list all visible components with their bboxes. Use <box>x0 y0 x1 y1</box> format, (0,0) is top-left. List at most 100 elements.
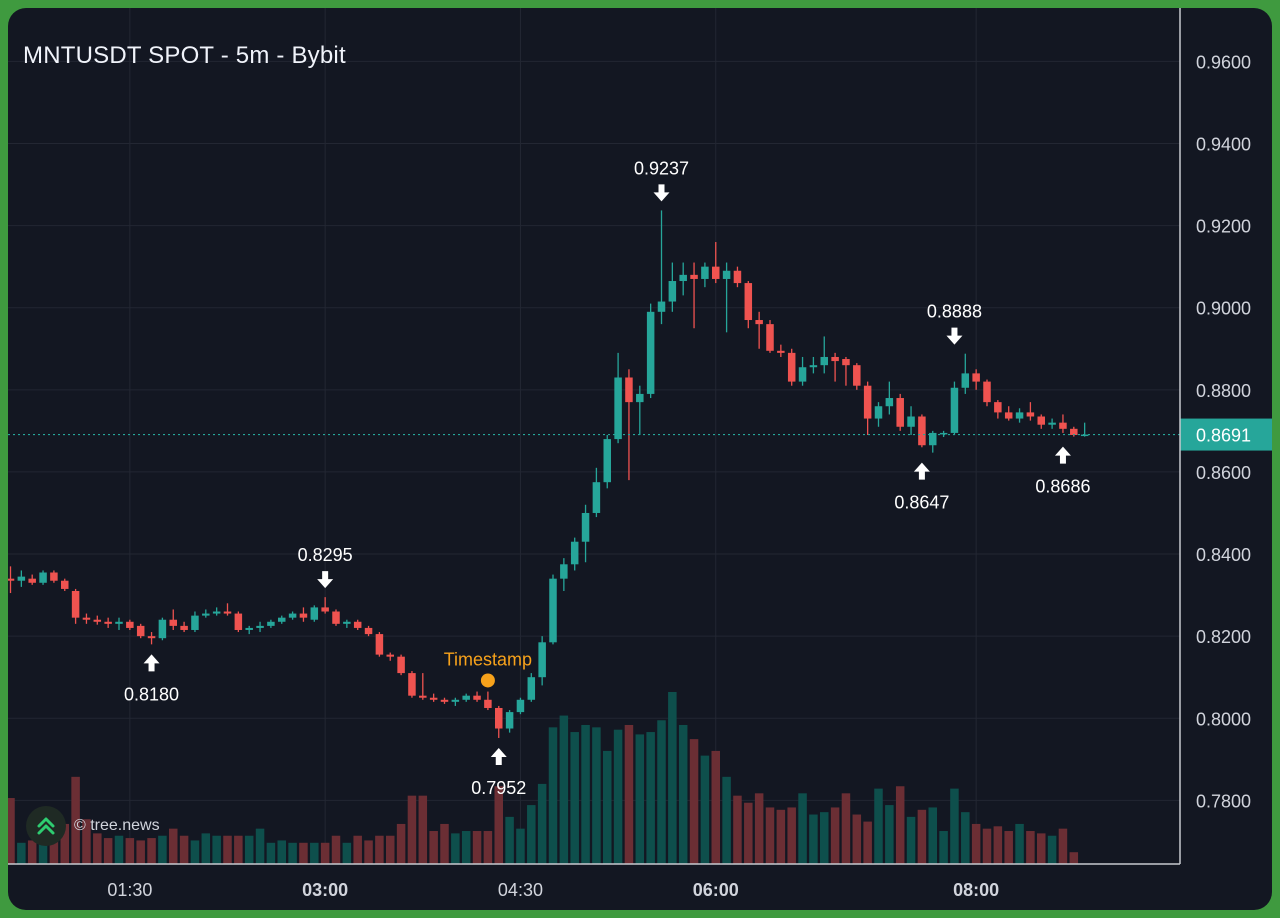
candle <box>1059 414 1067 433</box>
candle-body <box>256 625 264 628</box>
candle <box>820 336 828 374</box>
candle <box>50 570 58 583</box>
candle <box>288 611 297 620</box>
candle-body <box>364 627 373 635</box>
candle-body <box>1070 428 1078 435</box>
candle <box>744 281 753 329</box>
volume-bar <box>711 750 720 864</box>
volume-bar <box>169 828 178 864</box>
volume-bar <box>93 833 102 864</box>
volume-bar <box>82 819 91 864</box>
volume-bar <box>71 776 80 864</box>
volume-bar <box>950 788 959 864</box>
candlestick-chart[interactable]: 0.8691 0.8180 0.8295 0.7952 0.9237 0.8888 0.86… <box>8 8 1272 910</box>
volume-bar <box>353 835 362 864</box>
high-marker: 0.8888 <box>927 302 982 345</box>
candle-body <box>267 621 275 626</box>
candle-body <box>896 398 904 427</box>
candle-body <box>527 677 536 700</box>
overlays: 0.8691 0.8180 0.8295 0.7952 0.9237 0.8888 0.86… <box>8 158 1272 798</box>
candle-body <box>733 270 742 284</box>
price-tick-label: 0.9400 <box>1196 134 1251 154</box>
candle <box>278 615 286 624</box>
arrow-down-icon <box>653 184 670 202</box>
volume-bar <box>179 835 189 864</box>
candle <box>625 369 633 481</box>
volume-bar <box>993 826 1003 864</box>
candle <box>440 697 449 704</box>
watermark: © tree.news <box>26 806 160 846</box>
volume-bars <box>8 692 1079 864</box>
volume-bar <box>288 842 297 864</box>
candle-body <box>657 301 666 312</box>
candle <box>93 615 102 625</box>
candle-body <box>169 619 177 626</box>
candle <box>180 621 188 633</box>
volume-bar <box>429 831 438 864</box>
candle <box>570 537 579 571</box>
volume-bar <box>223 835 232 864</box>
candle <box>169 609 177 630</box>
candle-body <box>1080 434 1089 437</box>
candle <box>61 578 69 591</box>
candle-body <box>71 590 80 618</box>
candle <box>538 636 546 686</box>
candle-body <box>82 617 91 620</box>
volume-bar <box>570 732 579 864</box>
candle-body <box>929 432 937 446</box>
candle <box>429 693 438 702</box>
volume-bar <box>885 805 894 864</box>
volume-bar <box>820 812 829 864</box>
candle-body <box>722 270 731 279</box>
volume-bar <box>49 835 59 864</box>
candle <box>657 210 666 325</box>
candle-body <box>408 673 416 696</box>
candle-body <box>646 311 655 394</box>
candle <box>419 673 427 700</box>
candle-body <box>245 627 253 630</box>
volume-bar <box>147 838 156 864</box>
candle <box>223 603 232 616</box>
price-tick-label: 0.8800 <box>1196 381 1251 401</box>
candle-body <box>961 373 970 388</box>
volume-bar <box>375 835 384 864</box>
volume-bar <box>342 842 352 864</box>
price-tick-label: 0.8000 <box>1196 709 1251 729</box>
candle-body <box>440 699 449 702</box>
candle <box>636 385 644 435</box>
volume-bar <box>765 807 775 864</box>
volume-bar <box>668 692 677 864</box>
arrow-up-icon <box>490 747 507 765</box>
volume-bar <box>201 833 211 864</box>
volume-bar <box>895 786 905 864</box>
candle-body <box>809 365 818 368</box>
event-marker-label: Timestamp <box>444 649 532 669</box>
candle <box>364 625 373 637</box>
candle-body <box>397 656 405 674</box>
volume-bar <box>440 823 449 864</box>
candle <box>560 558 568 591</box>
candle-body <box>538 642 546 678</box>
candle-body <box>386 654 394 657</box>
volume-bar <box>461 831 471 864</box>
candle <box>191 611 199 633</box>
volume-bar <box>852 814 862 864</box>
candle <box>267 619 275 628</box>
candle-body <box>1026 412 1035 417</box>
volume-bar <box>1069 852 1079 864</box>
candle-body <box>560 564 568 579</box>
candle <box>39 570 47 585</box>
candle-body <box>191 615 199 630</box>
candle <box>842 356 850 386</box>
candle-body <box>147 636 156 639</box>
candle <box>874 402 883 427</box>
candle <box>755 311 763 349</box>
volume-bar <box>548 727 558 864</box>
candle-body <box>180 625 188 630</box>
candle <box>397 654 405 676</box>
candle <box>863 381 872 435</box>
volume-bar <box>700 755 710 864</box>
candle-body <box>570 541 579 565</box>
candle <box>679 262 687 296</box>
time-tick-label: 06:00 <box>693 880 739 900</box>
